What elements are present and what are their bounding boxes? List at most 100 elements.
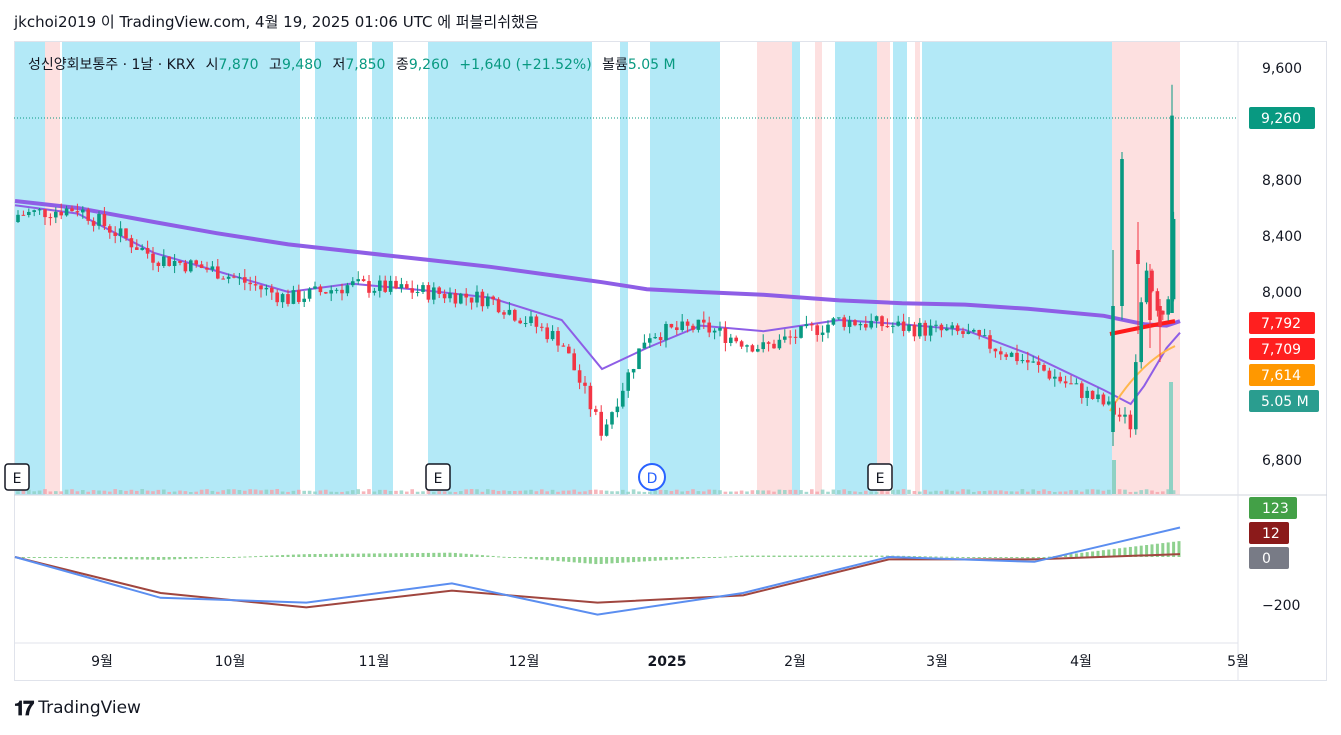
candle-body xyxy=(248,282,252,285)
volume-bar xyxy=(1074,490,1079,494)
macd-histogram-bar xyxy=(605,557,609,564)
macd-histogram-bar xyxy=(129,557,133,560)
volume-bar xyxy=(270,489,274,494)
candle-body xyxy=(448,293,452,299)
candle-body xyxy=(275,292,279,303)
candle-body xyxy=(1090,390,1095,399)
volume-bar xyxy=(383,489,387,494)
candle-body xyxy=(135,247,139,250)
volume-bar xyxy=(604,490,609,494)
volume-bar xyxy=(691,489,695,494)
volume-bar xyxy=(567,490,571,494)
candle-body xyxy=(675,327,679,331)
volume-bar xyxy=(734,491,738,494)
candle-body xyxy=(853,320,857,326)
volume-bar xyxy=(367,489,371,494)
candle-body xyxy=(291,290,296,304)
macd-histogram-bar xyxy=(464,553,468,557)
candle-body xyxy=(1042,365,1046,371)
earnings-marker xyxy=(867,463,893,491)
background-band xyxy=(835,42,877,495)
volume-bar xyxy=(658,489,663,494)
macd-histogram-bar xyxy=(648,557,652,562)
candle-body xyxy=(685,321,690,326)
price-tick-label: 8,800 xyxy=(1262,173,1302,189)
candle-body xyxy=(453,293,458,304)
volume-bar xyxy=(453,491,458,494)
candle-body xyxy=(1015,352,1019,362)
macd-histogram-bar xyxy=(777,555,781,557)
volume-bar xyxy=(615,491,620,494)
volume-bar xyxy=(540,489,544,494)
volume-bar xyxy=(97,490,101,494)
time-label: 12월 xyxy=(509,654,540,670)
macd-histogram-bar xyxy=(923,556,927,558)
earnings-marker xyxy=(425,463,451,491)
macd-histogram-bar xyxy=(529,557,533,559)
volume-bar xyxy=(750,490,755,494)
volume-bar xyxy=(140,489,144,494)
macd-histogram-bar xyxy=(794,555,798,557)
volume-bar xyxy=(610,491,614,494)
footer-brand: TradingView xyxy=(38,698,141,718)
volume-bar xyxy=(118,490,123,494)
volume-bar xyxy=(718,490,722,494)
volume-bar xyxy=(988,490,992,494)
macd-histogram-bar xyxy=(21,557,25,558)
candle-body xyxy=(707,322,711,333)
candle-body xyxy=(297,290,301,302)
candle-body xyxy=(32,210,36,212)
candle-body xyxy=(329,290,333,294)
volume-bar xyxy=(804,491,809,494)
volume-bar xyxy=(286,491,290,494)
volume-bars xyxy=(16,382,1176,494)
volume-bar xyxy=(723,491,728,494)
candle-body xyxy=(610,412,614,425)
macd-histogram-bar xyxy=(1010,557,1014,558)
background-band xyxy=(922,42,1112,495)
time-label: 10월 xyxy=(215,654,246,670)
ma-orange-line xyxy=(1109,345,1176,412)
candle-body xyxy=(820,332,825,335)
candle-body xyxy=(810,324,814,326)
volume-bar xyxy=(16,491,20,494)
candle-body xyxy=(340,289,344,294)
volume-bar xyxy=(788,489,792,494)
candle-body xyxy=(804,324,809,327)
macd-histogram-bar xyxy=(1026,557,1030,559)
macd-histogram-bar xyxy=(448,552,452,557)
macd-histogram-bar xyxy=(75,557,79,559)
candle-body xyxy=(199,264,204,269)
candle-body xyxy=(124,228,128,239)
macd-histogram-bar xyxy=(394,553,398,557)
macd-histogram-bar xyxy=(86,557,90,559)
volume-bar xyxy=(48,491,53,494)
candle-body xyxy=(712,330,717,333)
candle-body xyxy=(410,288,414,293)
volume-bar xyxy=(820,489,825,494)
candle-body xyxy=(307,288,312,299)
macd-histogram-bar xyxy=(642,557,646,562)
chart-frame[interactable] xyxy=(14,41,1327,681)
ma-red-line xyxy=(1109,319,1176,336)
candle-body xyxy=(696,319,701,330)
macd-histogram-bar xyxy=(1150,544,1154,557)
macd-histogram-bar xyxy=(1155,543,1159,557)
macd-histogram-bar xyxy=(183,557,187,559)
volume-bar xyxy=(64,489,69,494)
volume-bar xyxy=(669,491,674,494)
candle-body xyxy=(91,220,96,226)
macd-histogram-bar xyxy=(524,557,528,559)
macd-histogram-bar xyxy=(329,553,333,557)
volume-bar xyxy=(864,490,868,494)
macd-histogram-bar xyxy=(907,555,911,557)
candle-body xyxy=(1117,414,1122,417)
volume-bar xyxy=(1020,489,1025,494)
macd-histogram-bar xyxy=(383,553,387,557)
candle-body xyxy=(523,323,528,325)
macd-histogram-bar xyxy=(875,555,879,557)
candle-body xyxy=(1047,370,1052,379)
footer-logo[interactable]: 𝟏𝟕 TradingView xyxy=(14,696,141,720)
macd-histogram-bar xyxy=(880,555,884,557)
